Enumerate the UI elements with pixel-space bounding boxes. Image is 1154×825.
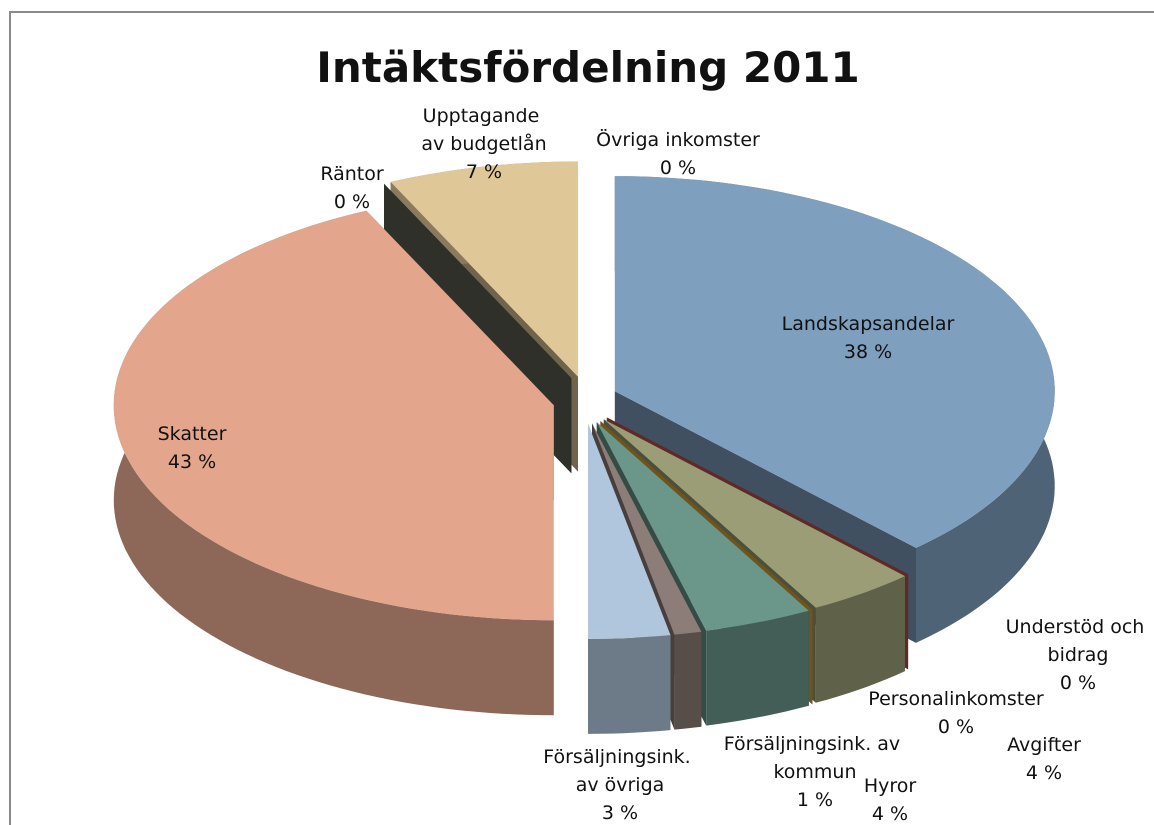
label-line: Försäljningsink. (543, 746, 697, 768)
label-line: Räntor (320, 163, 384, 185)
slice-top (596, 422, 809, 631)
label-line: Personalinkomster (868, 688, 1044, 710)
category-label: Övriga inkomster (596, 128, 760, 151)
category-label: Hyror (864, 775, 917, 797)
label-line: Hyror (864, 775, 917, 797)
value-label: 4 % (872, 803, 908, 825)
category-label: Försäljningsink. av kommun (724, 733, 906, 783)
value-label: 0 % (1060, 672, 1096, 694)
slice-wall (588, 635, 671, 734)
slice-wall (815, 576, 905, 703)
label-line: Avgifter (1007, 734, 1081, 756)
value-label: 4 % (1026, 762, 1062, 784)
slice-top (603, 419, 905, 608)
label-line: bidrag (1048, 644, 1109, 666)
category-label: Skatter (158, 423, 227, 445)
category-label: Personalinkomster (868, 688, 1044, 710)
value-label: 1 % (797, 789, 833, 811)
chart-title: Intäktsfördelning 2011 (316, 43, 860, 92)
label-line: av budgetlån (421, 132, 546, 155)
label-line: Landskapsandelar (782, 313, 955, 335)
slice-wall (674, 631, 702, 730)
label-line: Understöd och (1006, 616, 1151, 638)
label-line: kommun (773, 761, 856, 783)
slice-top (588, 423, 671, 639)
slice (113, 210, 554, 716)
category-label: Upptagande av budgetlån (421, 105, 546, 155)
slice-wall (706, 610, 809, 726)
category-label: Räntor (320, 163, 384, 185)
value-label: 0 % (938, 716, 974, 738)
category-label: Understöd och bidrag (1006, 616, 1151, 666)
slice-top (384, 183, 572, 379)
slice-top (592, 423, 702, 635)
category-label: Landskapsandelar (782, 313, 955, 335)
category-label: Avgifter (1007, 734, 1081, 756)
value-label: 38 % (844, 341, 892, 363)
slice-top (390, 161, 578, 377)
value-label: 0 % (334, 191, 370, 213)
value-label: 3 % (602, 802, 638, 824)
value-label: 43 % (168, 451, 216, 473)
label-line: Försäljningsink. av (724, 733, 906, 755)
category-label: Försäljningsink. av övriga (543, 746, 697, 796)
label-line: Övriga inkomster (596, 128, 760, 151)
slice-top (113, 210, 554, 621)
slice (588, 423, 671, 734)
value-label: 7 % (466, 161, 502, 183)
slice-top (614, 176, 1055, 548)
label-line: Upptagande (423, 105, 546, 127)
value-label: 0 % (660, 157, 696, 179)
label-line: Skatter (158, 423, 227, 445)
label-line: av övriga (576, 774, 665, 796)
